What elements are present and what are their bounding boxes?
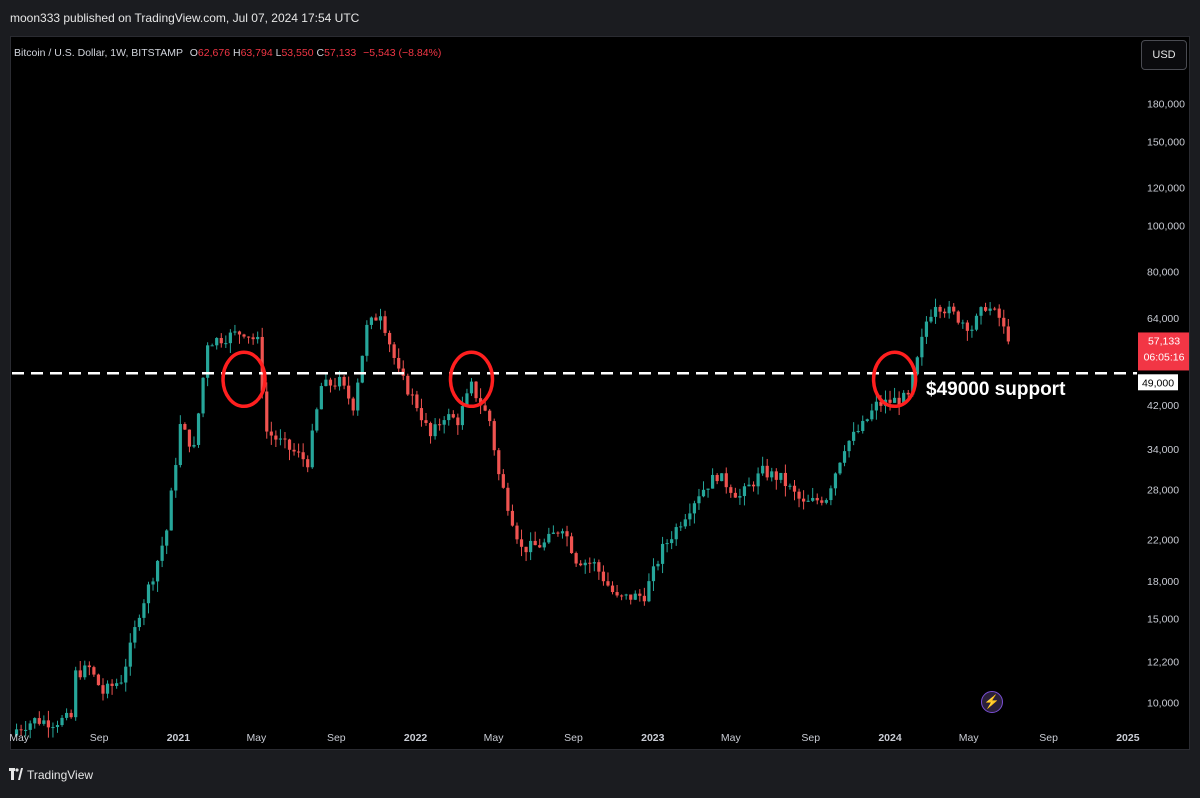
- tradingview-logo-icon: [9, 768, 23, 780]
- published-info: moon333 published on TradingView.com, Ju…: [10, 11, 360, 25]
- symbol-name: Bitcoin / U.S. Dollar, 1W, BITSTAMP: [14, 47, 183, 59]
- lightning-icon[interactable]: ⚡: [981, 691, 1003, 713]
- low-value: 53,550: [281, 47, 314, 59]
- open-value: 62,676: [197, 47, 231, 59]
- close-value: 57,133: [324, 47, 357, 59]
- close-label: C: [316, 47, 325, 59]
- change-value: −5,543 (−8.84%): [363, 47, 442, 59]
- chart-panel[interactable]: [10, 36, 1190, 750]
- currency-button[interactable]: USD: [1141, 40, 1187, 70]
- open-label: O: [189, 47, 198, 59]
- top-bar: moon333 published on TradingView.com, Ju…: [0, 0, 1200, 36]
- symbol-legend: Bitcoin / U.S. Dollar, 1W, BITSTAMP O62,…: [14, 47, 441, 59]
- high-value: 63,794: [240, 47, 273, 59]
- high-label: H: [232, 47, 241, 59]
- tradingview-brand: TradingView: [27, 768, 94, 782]
- low-label: L: [275, 47, 282, 59]
- footer-bar: [0, 752, 1200, 798]
- tradingview-logo[interactable]: TradingView: [9, 768, 93, 782]
